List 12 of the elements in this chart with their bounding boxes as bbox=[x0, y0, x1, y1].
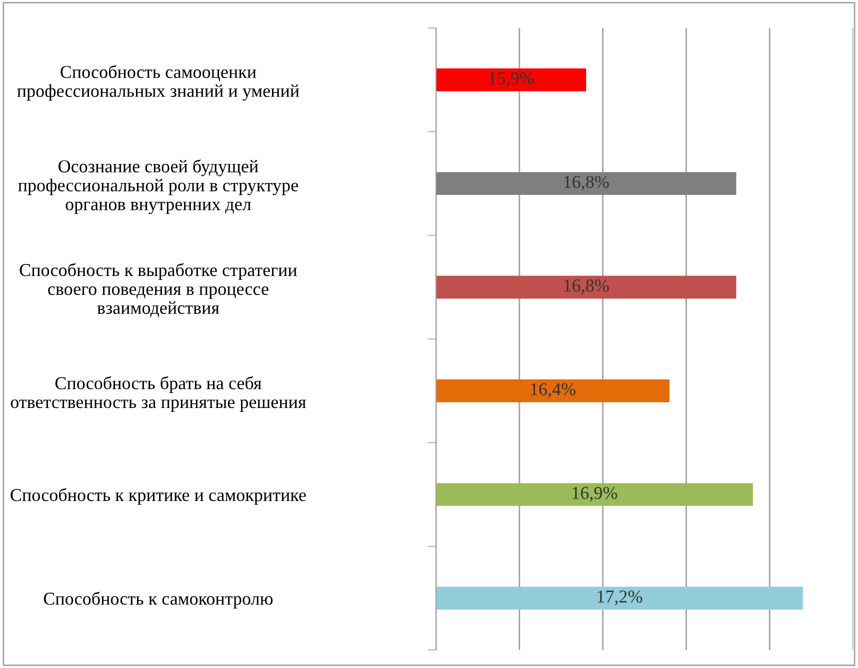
data-label: 17,2% bbox=[598, 590, 642, 606]
y-tick-label: Способность к самоконтролю bbox=[44, 592, 273, 608]
data-label: 15,9% bbox=[489, 72, 534, 87]
y-tick-label: Способность самооценки профессиональных знаний и умений bbox=[17, 65, 300, 101]
data-label: 16,9% bbox=[572, 486, 618, 502]
y-tick-label: Осознание своей будущей профессиональной роли в структуре органов внутренних дел bbox=[18, 159, 298, 214]
y-tick-label: Способность к выработке стратегии своего поведения в процессе взаимодействия bbox=[20, 263, 297, 318]
y-tick-label: Способность к критике и самокритике bbox=[10, 488, 306, 505]
data-label: 16,8% bbox=[564, 280, 609, 294]
data-label: 16,4% bbox=[531, 383, 576, 398]
y-tick-label: Способность брать на себя ответственность за принятые решения bbox=[10, 376, 306, 412]
data-label: 16,8% bbox=[564, 176, 609, 191]
